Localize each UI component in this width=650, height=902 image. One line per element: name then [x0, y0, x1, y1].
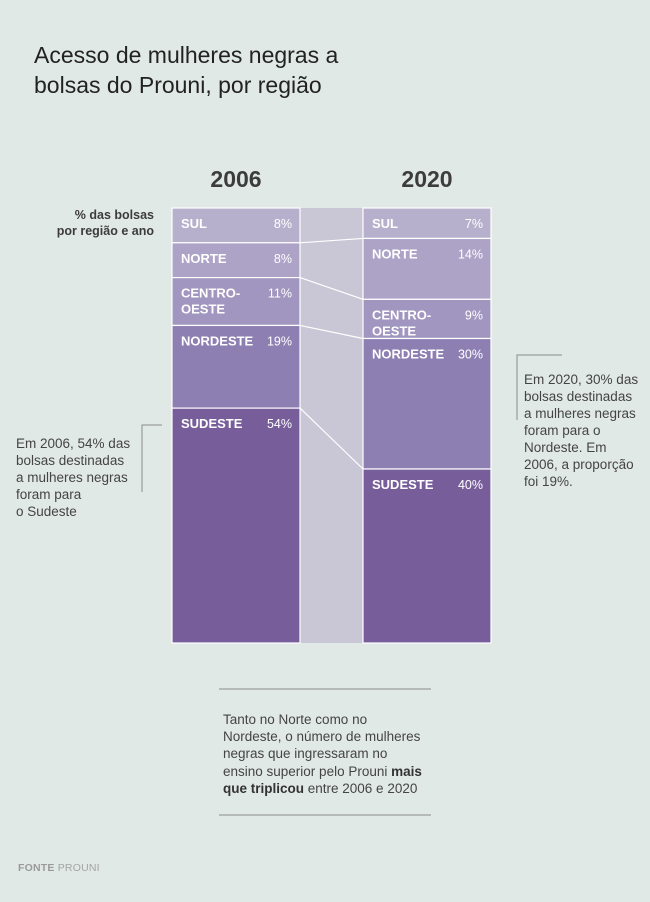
bar-column-2006: SUL 8% NORTE 8% CENTRO-OESTE 11% NORDESTE 19% SU… — [171, 207, 301, 644]
connector-line-norte — [299, 237, 364, 244]
connector-line-nordeste — [299, 324, 364, 340]
annotation-line: Em 2020, 30% das — [524, 372, 639, 387]
footnote-emphasis: mais — [391, 763, 422, 779]
bar-segment-sudeste-2006 — [171, 407, 301, 644]
units-label-line: por região e ano — [56, 224, 154, 238]
segment-value-norte: 8% — [274, 252, 292, 266]
annotation-leader-right — [516, 354, 562, 420]
bar-segment-norte-2006 — [171, 242, 301, 279]
segment-label-sul: SUL — [372, 216, 398, 231]
annotation-leader-left — [141, 424, 162, 492]
annotation-line: a mulheres negras — [16, 470, 128, 485]
annotation-line: Nordeste. Em — [524, 440, 607, 455]
annotation-line: foram para — [16, 487, 82, 502]
units-label: % das bolsas por região e ano — [40, 207, 154, 239]
source-name: PROUNI — [57, 862, 100, 874]
segment-label-norte: NORTE — [181, 251, 227, 266]
annotation-line: bolsas destinadas — [524, 389, 633, 404]
bar-segment-norte-2020 — [362, 237, 492, 300]
connector-band — [299, 208, 364, 643]
bar-segment-nordeste-2006 — [171, 324, 301, 409]
segment-label-sudeste: SUDESTE — [181, 416, 243, 431]
footnote-line: Tanto no Norte como no — [223, 712, 368, 727]
bar-segment-sul-2020 — [362, 207, 492, 240]
year-label-2006: 2006 — [210, 166, 262, 192]
segment-value-centro-oeste: 11% — [268, 287, 292, 301]
segment-value-centro-oeste: 9% — [465, 308, 483, 322]
segment-value-norte: 14% — [458, 247, 483, 261]
segment-label-nordeste: NORDESTE — [181, 333, 254, 348]
segment-value-sul: 8% — [274, 217, 292, 231]
chart-title-line: bolsas do Prouni, por região — [34, 72, 322, 98]
footnote-emphasis: que triplicou — [223, 780, 304, 796]
chart-title: Acesso de mulheres negras a bolsas do Pr… — [34, 40, 454, 100]
connector-gap — [300, 208, 363, 643]
connector-line-centro-oeste — [299, 277, 364, 300]
segment-label-centro-oeste: CENTRO-OESTE — [372, 307, 431, 338]
footnote-line: ensino superior pelo Prouni mais — [223, 763, 428, 780]
source-label: FONTE — [18, 862, 55, 874]
annotation-lines — [141, 354, 562, 816]
annotation-left: Em 2006, 54% das bolsas destinadas a mul… — [16, 435, 156, 520]
segment-label-centro-oeste: CENTRO-OESTE — [181, 286, 240, 317]
annotation-line: a mulheres negras — [524, 406, 636, 421]
bar-segment-sul-2006 — [171, 207, 301, 244]
annotation-right: Em 2020, 30% das bolsas destinadas a mul… — [524, 371, 644, 490]
annotation-line: 2006, a proporção — [524, 457, 634, 472]
segment-value-nordeste: 19% — [267, 334, 292, 348]
segment-value-sudeste: 40% — [458, 478, 483, 492]
annotation-line: bolsas destinadas — [16, 453, 125, 468]
segment-value-sudeste: 54% — [267, 417, 292, 431]
year-label-2020: 2020 — [401, 166, 453, 192]
annotation-line: Em 2006, 54% das — [16, 436, 131, 451]
segment-value-sul: 7% — [465, 217, 483, 231]
bar-column-2020: SUL 7% NORTE 14% CENTRO-OESTE 9% NORDESTE 30% SU… — [362, 207, 492, 644]
chart-title-line: Acesso de mulheres negras a — [34, 42, 339, 68]
bar-segment-centro-oeste-2006 — [171, 277, 301, 327]
connector-line-sudeste — [299, 407, 364, 470]
segment-label-norte: NORTE — [372, 246, 418, 261]
footnote-line: que triplicou entre 2006 e 2020 — [223, 780, 428, 797]
annotation-line: foram para o — [524, 423, 601, 438]
footnote-line: Nordeste, o número de mulheres — [223, 729, 421, 745]
footnote-line: negras que ingressaram no — [223, 746, 388, 762]
footnote-text: ensino superior pelo Prouni — [223, 763, 392, 779]
bar-columns: SUL 8% NORTE 8% CENTRO-OESTE 11% NORDESTE 19% SU… — [171, 207, 492, 644]
footnote: Tanto no Norte como no Nordeste, o númer… — [223, 711, 428, 797]
annotation-line: foi 19%. — [524, 474, 573, 489]
segment-label-sudeste: SUDESTE — [372, 477, 434, 492]
bar-segment-nordeste-2020 — [362, 337, 492, 470]
footnote-text: entre 2006 e 2020 — [304, 780, 418, 796]
annotation-line: o Sudeste — [16, 504, 77, 519]
segment-value-nordeste: 30% — [458, 348, 483, 362]
segment-label-sul: SUL — [181, 216, 207, 231]
bar-segment-sudeste-2020 — [362, 468, 492, 644]
bar-segment-centro-oeste-2020 — [362, 298, 492, 340]
units-label-line: % das bolsas — [74, 208, 154, 222]
segment-label-nordeste: NORDESTE — [372, 347, 445, 362]
source-credit: FONTE PROUNI — [18, 862, 100, 874]
